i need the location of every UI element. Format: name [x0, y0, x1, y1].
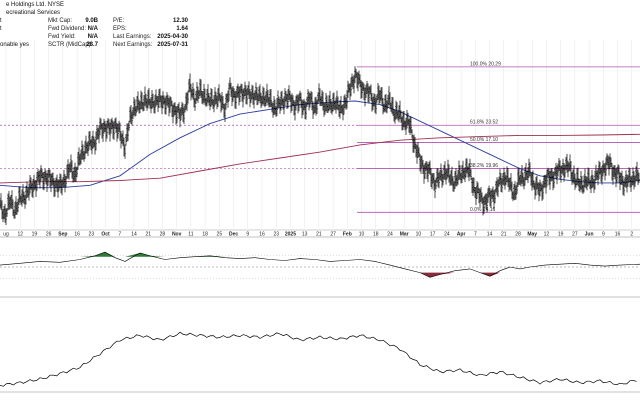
x-tick-label: Nov — [172, 232, 182, 238]
x-tick-label: 27 — [330, 232, 336, 238]
x-tick-label: 9 — [246, 232, 249, 238]
stat-value-pe: 12.30 — [156, 18, 188, 25]
stat-label-mkt-cap: Mkt Cap: — [48, 18, 72, 25]
x-tick-label: 14 — [131, 232, 137, 238]
left-fragment-1: t — [0, 18, 2, 25]
x-axis: ug 12 19 26 Sep 16 23 Oct 7 14 21 28 Nov 11 18 25 Dec 9 16… — [0, 230, 640, 238]
x-tick-label: 19 — [32, 232, 38, 238]
x-tick-label: May — [527, 232, 537, 238]
fib-label: 50.0% 17.10 — [470, 137, 498, 143]
x-tick-label: 7 — [474, 232, 477, 238]
rs-line — [0, 332, 637, 386]
stat-value-fwd-dividend: N/A — [80, 26, 98, 33]
x-tick-label: Sep — [58, 232, 67, 238]
fib-label: 61.8% 23.52 — [470, 120, 498, 126]
stat-label-next-earnings: Next Earnings: — [113, 42, 152, 49]
x-tick-label: 24 — [387, 232, 393, 238]
x-tick-label: 14 — [487, 232, 493, 238]
x-tick-label: Jun — [585, 232, 594, 238]
x-tick-label: 10 — [359, 232, 365, 238]
x-tick-label: 24 — [444, 232, 450, 238]
x-tick-label: 25 — [217, 232, 223, 238]
x-tick-label: 28 — [160, 232, 166, 238]
x-tick-label: Feb — [343, 232, 352, 238]
oscillator-series — [0, 252, 640, 278]
info-header: e Holdings Ltd. NYSE ecreational Service… — [0, 0, 300, 50]
x-tick-label: 21 — [501, 232, 507, 238]
stat-label-last-earnings: Last Earnings: — [113, 34, 151, 41]
stat-label-pe: P/E: — [113, 18, 124, 25]
x-tick-label: 26 — [46, 232, 52, 238]
x-tick-label: 16 — [74, 232, 80, 238]
x-tick-label: 13 — [302, 232, 308, 238]
x-tick-label: 2 — [630, 232, 633, 238]
rs-series — [0, 332, 637, 386]
x-tick-label: Apr — [457, 232, 466, 238]
stat-value-sctr: 28.7 — [80, 42, 98, 49]
x-tick-label: 16 — [615, 232, 621, 238]
x-tick-label: 21 — [316, 232, 322, 238]
stat-value-mkt-cap: 9.0B — [80, 18, 98, 25]
stat-value-last-earnings: 2025-04-30 — [150, 34, 188, 41]
x-tick-label: ug — [3, 232, 9, 238]
fib-label: 38.2% 19.96 — [470, 163, 498, 169]
stat-value-fwd-yield: N/A — [80, 34, 98, 41]
x-tick-label: 18 — [202, 232, 208, 238]
fib-label: 100.0% 20.29 — [470, 61, 501, 67]
x-tick-label: 16 — [259, 232, 265, 238]
x-tick-label: 11 — [188, 232, 193, 238]
x-tick-label: 28 — [515, 232, 521, 238]
x-tick-label: 7 — [118, 232, 121, 238]
stat-value-eps: 1.64 — [156, 26, 188, 33]
left-fragment-2: t — [0, 26, 2, 33]
stat-value-next-earnings: 2025-07-31 — [150, 42, 188, 49]
x-tick-label: 2025 — [285, 232, 296, 238]
x-tick-label: 19 — [558, 232, 564, 238]
x-tick-label: 23 — [273, 232, 279, 238]
x-tick-label: Mar — [400, 232, 409, 238]
rs-panel — [0, 297, 640, 392]
x-tick-label: 17 — [430, 232, 436, 238]
x-tick-label: 27 — [572, 232, 578, 238]
x-tick-label: 9 — [602, 232, 605, 238]
x-tick-label: 10 — [416, 232, 422, 238]
company-name: e Holdings Ltd. NYSE — [6, 2, 64, 9]
left-fragment-3: onable yes — [0, 42, 29, 49]
x-tick-label: Oct — [101, 232, 110, 238]
oscillator-panel — [0, 237, 640, 278]
x-tick-label: 23 — [89, 232, 95, 238]
x-tick-label: 21 — [145, 232, 151, 238]
stat-label-fwd-yield: Fwd Yield: — [48, 34, 76, 41]
industry-name: ecreational Services — [6, 10, 60, 17]
x-tick-label: 18 — [373, 232, 379, 238]
stat-label-eps: EPS: — [113, 26, 127, 33]
oscillator-positive-fill — [125, 253, 140, 257]
x-tick-label: 12 — [17, 232, 23, 238]
x-tick-label: 12 — [544, 232, 550, 238]
x-tick-label: Dec — [229, 232, 238, 238]
